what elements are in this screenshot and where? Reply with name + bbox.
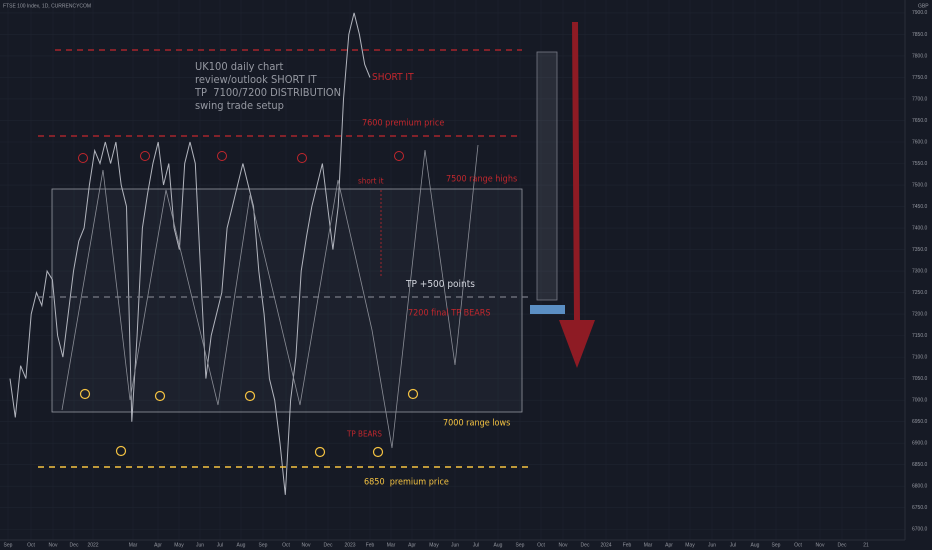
annotation: review/outlook SHORT IT xyxy=(195,73,318,86)
x-tick-label: Dec xyxy=(70,542,79,548)
x-tick-label: Nov xyxy=(302,542,311,548)
x-tick-label: Apr xyxy=(408,542,416,548)
annotation: swing trade setup xyxy=(195,99,284,112)
annotation: 7600 premium price xyxy=(362,119,444,129)
x-tick-label: Oct xyxy=(27,542,35,548)
y-tick-label: 7700.0 xyxy=(912,96,928,102)
x-tick-label: Apr xyxy=(154,542,162,548)
y-tick-label: 6800.0 xyxy=(912,484,928,490)
range-box xyxy=(51,188,523,413)
y-tick-label: 7250.0 xyxy=(912,290,928,296)
x-tick-label: Mar xyxy=(644,542,653,548)
x-tick-label: Mar xyxy=(129,542,138,548)
x-tick-label: May xyxy=(685,542,695,548)
annotation: UK100 daily chart xyxy=(195,60,283,73)
x-tick-label: Jun xyxy=(196,542,204,548)
y-tick-label: 7350.0 xyxy=(912,247,928,253)
x-tick-label: Jul xyxy=(473,542,479,548)
y-tick-label: 7800.0 xyxy=(912,53,928,59)
down-arrow xyxy=(559,22,595,368)
x-tick-label: Sep xyxy=(4,542,13,548)
y-tick-label: 7400.0 xyxy=(912,225,928,231)
buy-icons xyxy=(79,388,419,458)
annotation: 7200 final TP BEARS xyxy=(408,309,491,319)
x-tick-label: Oct xyxy=(282,542,290,548)
y-tick-label: 7650.0 xyxy=(912,118,928,124)
y-tick-label: 7300.0 xyxy=(912,268,928,274)
x-tick-label: May xyxy=(174,542,184,548)
annotation: 7500 range highs xyxy=(446,175,517,185)
x-tick-label: Aug xyxy=(237,542,246,548)
y-tick-label: 6850.0 xyxy=(912,462,928,468)
y-tick-label: 7850.0 xyxy=(912,32,928,38)
y-tick-label: 7550.0 xyxy=(912,161,928,167)
x-tick-label: 21 xyxy=(863,542,869,548)
x-tick-label: Sep xyxy=(772,542,781,548)
x-tick-label: Oct xyxy=(794,542,802,548)
measure-box xyxy=(536,51,558,301)
y-tick-label: 7900.0 xyxy=(912,10,928,16)
y-tick-label: 7600.0 xyxy=(912,139,928,145)
y-tick-label: 7000.0 xyxy=(912,397,928,403)
y-tick-label: 7450.0 xyxy=(912,204,928,210)
x-tick-label: 2024 xyxy=(600,542,611,548)
y-tick-label: 7500.0 xyxy=(912,182,928,188)
y-tick-label: 6900.0 xyxy=(912,441,928,447)
y-tick-label: 7050.0 xyxy=(912,376,928,382)
x-tick-label: Dec xyxy=(838,542,847,548)
x-tick-label: Jun xyxy=(451,542,459,548)
y-tick-label: 7200.0 xyxy=(912,311,928,317)
x-tick-label: Aug xyxy=(494,542,503,548)
x-tick-label: Jul xyxy=(730,542,736,548)
annotation: 6850 premium price xyxy=(364,478,449,488)
x-tick-label: May xyxy=(429,542,439,548)
annotation: TP BEARS xyxy=(346,430,382,439)
y-tick-label: 6950.0 xyxy=(912,419,928,425)
annotation: short it xyxy=(358,177,384,186)
y-tick-label: 6700.0 xyxy=(912,527,928,533)
x-tick-label: Feb xyxy=(623,542,632,548)
chart-title: FTSE 100 Index, 1D, CURRENCYCOM xyxy=(3,3,91,9)
y-tick-label: 6750.0 xyxy=(912,505,928,511)
x-tick-label: Nov xyxy=(49,542,58,548)
x-tick-label: Sep xyxy=(259,542,268,548)
x-tick-label: Dec xyxy=(324,542,333,548)
x-tick-label: Nov xyxy=(816,542,825,548)
price-line xyxy=(9,12,371,495)
annotation: SHORT IT xyxy=(372,72,414,83)
x-tick-label: Feb xyxy=(366,542,375,548)
x-tick-label: Nov xyxy=(559,542,568,548)
x-tick-label: Jun xyxy=(708,542,716,548)
annotation: TP 7100/7200 DISTRIBUTION xyxy=(194,86,341,99)
x-tick-label: 2022 xyxy=(87,542,98,548)
annotation: TP +500 points xyxy=(405,279,475,290)
x-tick-label: Mar xyxy=(387,542,396,548)
y-tick-label: 7150.0 xyxy=(912,333,928,339)
y-tick-label: 7100.0 xyxy=(912,354,928,360)
x-tick-label: Dec xyxy=(581,542,590,548)
price xyxy=(9,12,371,495)
x-tick-label: Aug xyxy=(751,542,760,548)
x-tick-label: Apr xyxy=(665,542,673,548)
currency: GBP xyxy=(918,3,929,9)
target-box xyxy=(530,305,565,314)
x-tick-label: Oct xyxy=(537,542,545,548)
y-tick-label: 7750.0 xyxy=(912,75,928,81)
x-tick-label: Sep xyxy=(516,542,525,548)
annotation: 7000 range lows xyxy=(443,419,510,429)
sell-icons xyxy=(78,151,404,163)
x-tick-label: Jul xyxy=(217,542,223,548)
projection-path xyxy=(61,144,479,449)
x-tick-label: 2023 xyxy=(344,542,355,548)
